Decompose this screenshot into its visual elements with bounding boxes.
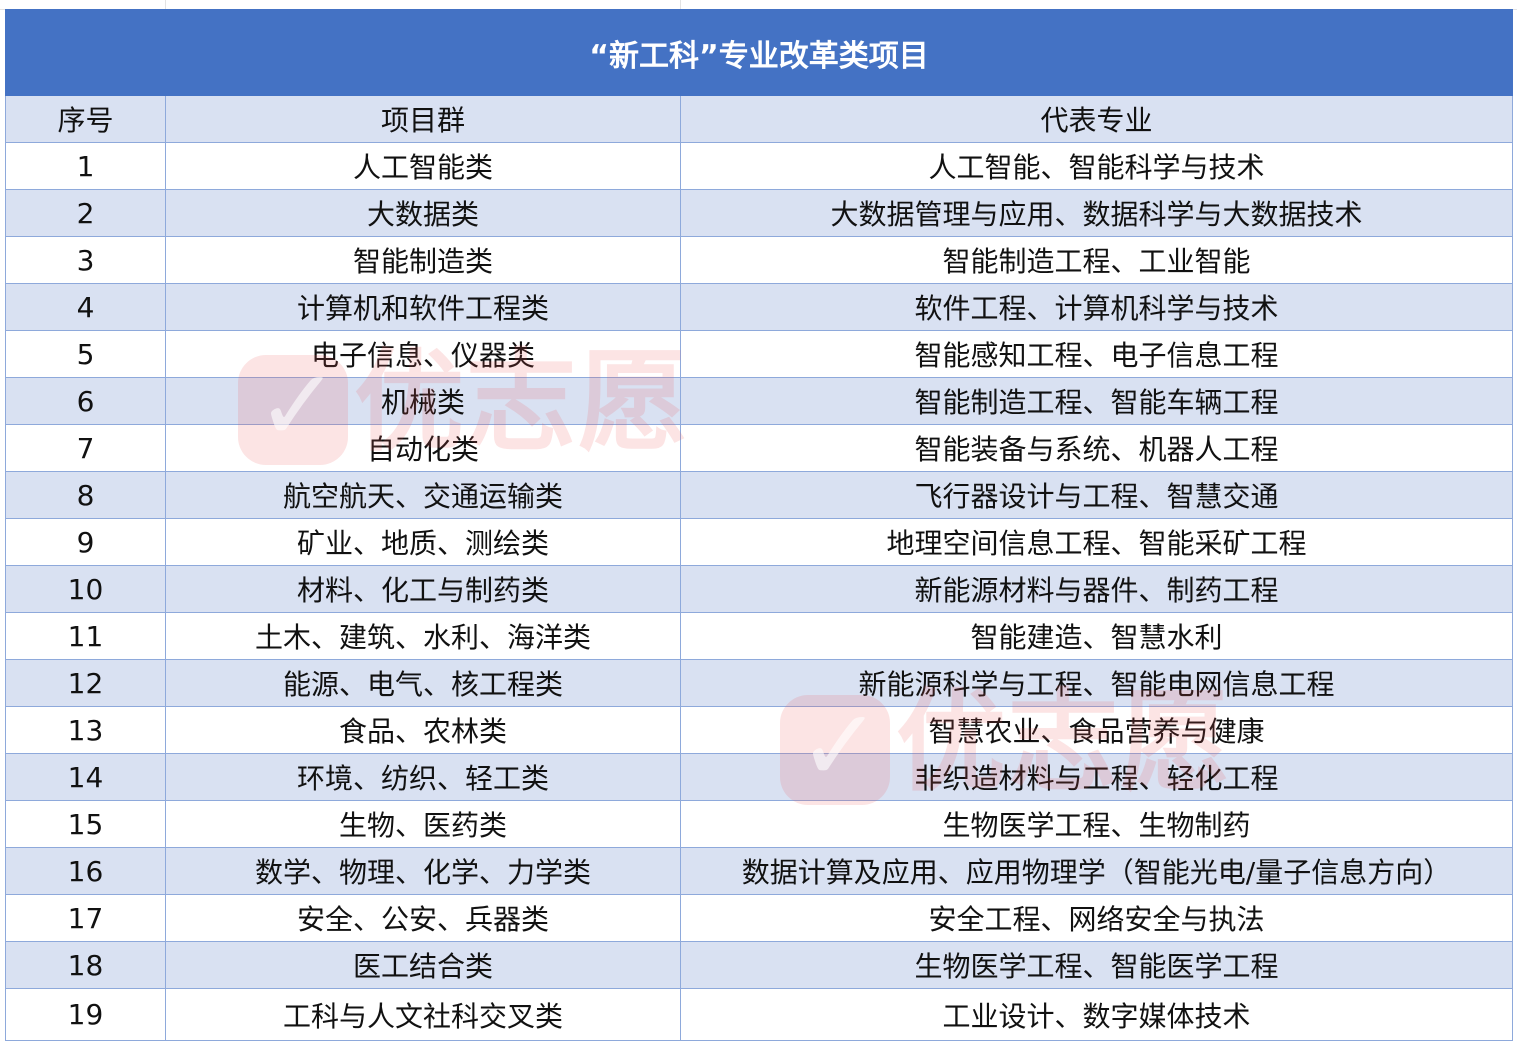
table-title-row: “新工科”专业改革类项目	[4, 9, 1514, 96]
cell-index[interactable]: 2	[5, 189, 166, 237]
cell-index[interactable]: 15	[5, 800, 166, 848]
table-row: 14 环境、纺织、轻工类 非织造材料与工程、轻化工程	[5, 753, 1514, 801]
cell-project-group[interactable]: 工科与人文社科交叉类	[165, 988, 681, 1041]
sheet-gridline	[165, 0, 166, 9]
cell-representative-majors[interactable]: 人工智能、智能科学与技术	[679, 142, 1514, 190]
cell-index[interactable]: 12	[5, 659, 166, 707]
cell-index[interactable]: 9	[5, 518, 166, 566]
table-row: 5 电子信息、仪器类 智能感知工程、电子信息工程	[5, 330, 1514, 378]
cell-project-group[interactable]: 机械类	[165, 377, 681, 425]
header-project-group[interactable]: 项目群	[165, 95, 681, 143]
cell-project-group[interactable]: 自动化类	[165, 424, 681, 472]
table-row: 13 食品、农林类 智慧农业、食品营养与健康	[5, 706, 1514, 754]
header-index[interactable]: 序号	[5, 95, 166, 143]
table-row: 11 土木、建筑、水利、海洋类 智能建造、智慧水利	[5, 612, 1514, 660]
cell-project-group[interactable]: 计算机和软件工程类	[165, 283, 681, 331]
cell-index[interactable]: 3	[5, 236, 166, 284]
table-title[interactable]: “新工科”专业改革类项目	[4, 9, 1514, 96]
table-row: 4 计算机和软件工程类 软件工程、计算机科学与技术	[5, 283, 1514, 331]
cell-project-group[interactable]: 数学、物理、化学、力学类	[165, 847, 681, 895]
cell-representative-majors[interactable]: 非织造材料与工程、轻化工程	[679, 753, 1514, 801]
cell-index[interactable]: 10	[5, 565, 166, 613]
cell-representative-majors[interactable]: 新能源科学与工程、智能电网信息工程	[679, 659, 1514, 707]
cell-representative-majors[interactable]: 生物医学工程、智能医学工程	[679, 941, 1514, 989]
cell-index[interactable]: 16	[5, 847, 166, 895]
cell-index[interactable]: 5	[5, 330, 166, 378]
cell-project-group[interactable]: 环境、纺织、轻工类	[165, 753, 681, 801]
cell-project-group[interactable]: 能源、电气、核工程类	[165, 659, 681, 707]
cell-representative-majors[interactable]: 工业设计、数字媒体技术	[679, 988, 1514, 1041]
cell-index[interactable]: 1	[5, 142, 166, 190]
table-header-row: 序号 项目群 代表专业	[5, 95, 1514, 143]
header-representative-majors[interactable]: 代表专业	[679, 95, 1514, 143]
table-row: 9 矿业、地质、测绘类 地理空间信息工程、智能采矿工程	[5, 518, 1514, 566]
cell-representative-majors[interactable]: 智慧农业、食品营养与健康	[679, 706, 1514, 754]
cell-index[interactable]: 4	[5, 283, 166, 331]
cell-index[interactable]: 8	[5, 471, 166, 519]
cell-index[interactable]: 14	[5, 753, 166, 801]
table-row: 8 航空航天、交通运输类 飞行器设计与工程、智慧交通	[5, 471, 1514, 519]
cell-project-group[interactable]: 医工结合类	[165, 941, 681, 989]
cell-representative-majors[interactable]: 智能感知工程、电子信息工程	[679, 330, 1514, 378]
table-row: 18 医工结合类 生物医学工程、智能医学工程	[5, 941, 1514, 989]
cell-representative-majors[interactable]: 智能制造工程、工业智能	[679, 236, 1514, 284]
table-row: 1 人工智能类 人工智能、智能科学与技术	[5, 142, 1514, 190]
cell-project-group[interactable]: 土木、建筑、水利、海洋类	[165, 612, 681, 660]
table-row: 19 工科与人文社科交叉类 工业设计、数字媒体技术	[5, 988, 1514, 1041]
table-row: 17 安全、公安、兵器类 安全工程、网络安全与执法	[5, 894, 1514, 942]
cell-index[interactable]: 19	[5, 988, 166, 1041]
cell-index[interactable]: 6	[5, 377, 166, 425]
cell-project-group[interactable]: 人工智能类	[165, 142, 681, 190]
table-row: 6 机械类 智能制造工程、智能车辆工程	[5, 377, 1514, 425]
table-row: 2 大数据类 大数据管理与应用、数据科学与大数据技术	[5, 189, 1514, 237]
projects-table: “新工科”专业改革类项目 序号 项目群 代表专业 1 人工智能类 人工智能、智能科学…	[4, 9, 1514, 1041]
cell-project-group[interactable]: 智能制造类	[165, 236, 681, 284]
cell-representative-majors[interactable]: 数据计算及应用、应用物理学（智能光电/量子信息方向）	[679, 847, 1514, 895]
cell-representative-majors[interactable]: 智能制造工程、智能车辆工程	[679, 377, 1514, 425]
cell-project-group[interactable]: 生物、医药类	[165, 800, 681, 848]
cell-project-group[interactable]: 矿业、地质、测绘类	[165, 518, 681, 566]
cell-representative-majors[interactable]: 软件工程、计算机科学与技术	[679, 283, 1514, 331]
table-row: 10 材料、化工与制药类 新能源材料与器件、制药工程	[5, 565, 1514, 613]
cell-project-group[interactable]: 电子信息、仪器类	[165, 330, 681, 378]
cell-index[interactable]: 13	[5, 706, 166, 754]
cell-project-group[interactable]: 大数据类	[165, 189, 681, 237]
cell-index[interactable]: 17	[5, 894, 166, 942]
table-row: 3 智能制造类 智能制造工程、工业智能	[5, 236, 1514, 284]
cell-representative-majors[interactable]: 新能源材料与器件、制药工程	[679, 565, 1514, 613]
cell-representative-majors[interactable]: 智能装备与系统、机器人工程	[679, 424, 1514, 472]
table-row: 15 生物、医药类 生物医学工程、生物制药	[5, 800, 1514, 848]
cell-project-group[interactable]: 材料、化工与制药类	[165, 565, 681, 613]
cell-representative-majors[interactable]: 大数据管理与应用、数据科学与大数据技术	[679, 189, 1514, 237]
cell-index[interactable]: 7	[5, 424, 166, 472]
cell-representative-majors[interactable]: 飞行器设计与工程、智慧交通	[679, 471, 1514, 519]
cell-representative-majors[interactable]: 生物医学工程、生物制药	[679, 800, 1514, 848]
cell-representative-majors[interactable]: 智能建造、智慧水利	[679, 612, 1514, 660]
table-row: 16 数学、物理、化学、力学类 数据计算及应用、应用物理学（智能光电/量子信息方向）	[5, 847, 1514, 895]
table-row: 7 自动化类 智能装备与系统、机器人工程	[5, 424, 1514, 472]
cell-project-group[interactable]: 航空航天、交通运输类	[165, 471, 681, 519]
cell-project-group[interactable]: 安全、公安、兵器类	[165, 894, 681, 942]
table-row: 12 能源、电气、核工程类 新能源科学与工程、智能电网信息工程	[5, 659, 1514, 707]
sheet-gridline	[680, 0, 681, 9]
cell-index[interactable]: 11	[5, 612, 166, 660]
cell-project-group[interactable]: 食品、农林类	[165, 706, 681, 754]
cell-index[interactable]: 18	[5, 941, 166, 989]
cell-representative-majors[interactable]: 安全工程、网络安全与执法	[679, 894, 1514, 942]
cell-representative-majors[interactable]: 地理空间信息工程、智能采矿工程	[679, 518, 1514, 566]
